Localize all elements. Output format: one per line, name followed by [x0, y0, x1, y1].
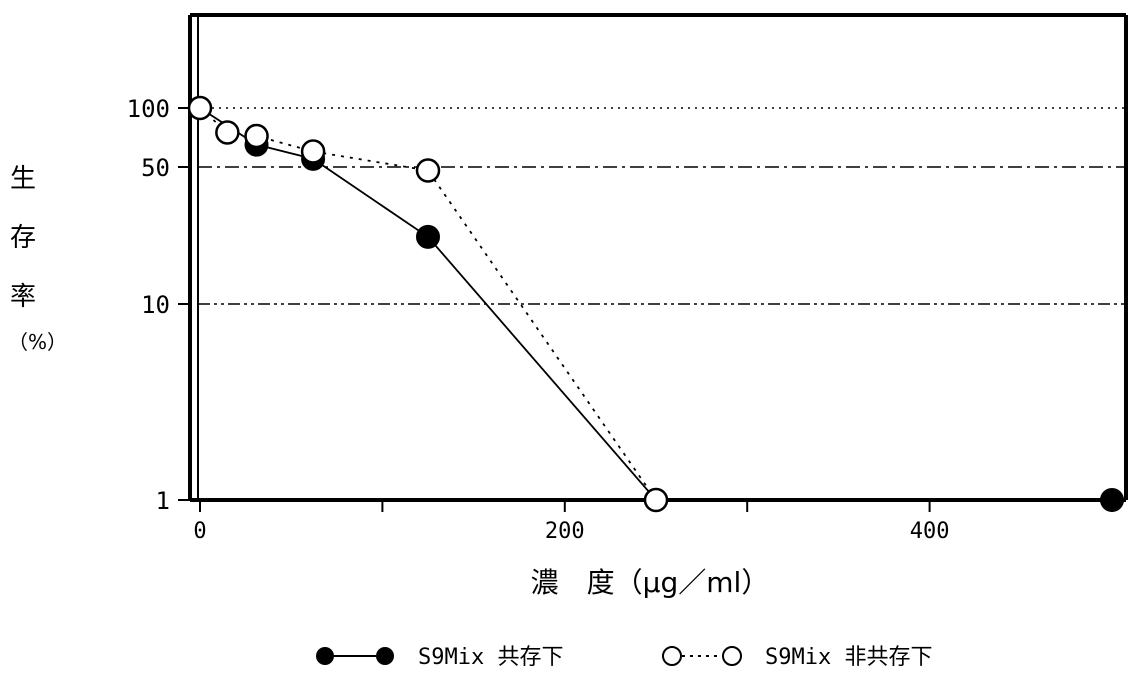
y-axis-label-char: 生: [9, 164, 36, 194]
data-point-filled: [1100, 488, 1124, 512]
legend-marker-filled: [316, 647, 334, 665]
reference-lines: [198, 107, 1126, 305]
data-point-open: [643, 487, 669, 513]
y-axis-label-char: 存: [9, 223, 36, 253]
legend-marker-open: [662, 646, 682, 666]
legend-label: S9Mix 非共存下: [765, 645, 932, 670]
x-tick-label: 200: [545, 519, 585, 544]
y-tick-label: 1: [156, 487, 170, 515]
y-axis-label: 生 存 率 （%）: [8, 150, 68, 357]
y-tick-label: 100: [127, 95, 170, 123]
x-tick-label: 400: [910, 519, 950, 544]
data-point-open: [300, 139, 326, 164]
y-axis-label-char: （%）: [8, 330, 68, 354]
legend: S9Mix 共存下 S9Mix 非共存下: [316, 645, 932, 670]
y-axis-label-char: 率: [9, 282, 36, 312]
legend-marker-open: [722, 646, 742, 666]
data-point-open: [215, 120, 240, 145]
y-tick-label: 10: [141, 291, 170, 319]
series-line-2: [199, 107, 657, 501]
x-tick-label: 0: [193, 519, 206, 544]
series-points: [187, 95, 1124, 513]
legend-marker-filled: [376, 647, 394, 665]
y-tick-label: 50: [141, 154, 170, 182]
data-point-open: [415, 158, 441, 183]
data-point-open: [187, 95, 213, 121]
plot-frame: [188, 13, 1128, 502]
data-point-open: [244, 123, 269, 149]
legend-label: S9Mix 共存下: [418, 645, 563, 670]
tick-labels: 100 50 10 10 200 400: [127, 95, 950, 544]
data-point-filled: [416, 224, 440, 249]
x-axis-label: 濃 度（μg／ml）: [531, 566, 770, 599]
